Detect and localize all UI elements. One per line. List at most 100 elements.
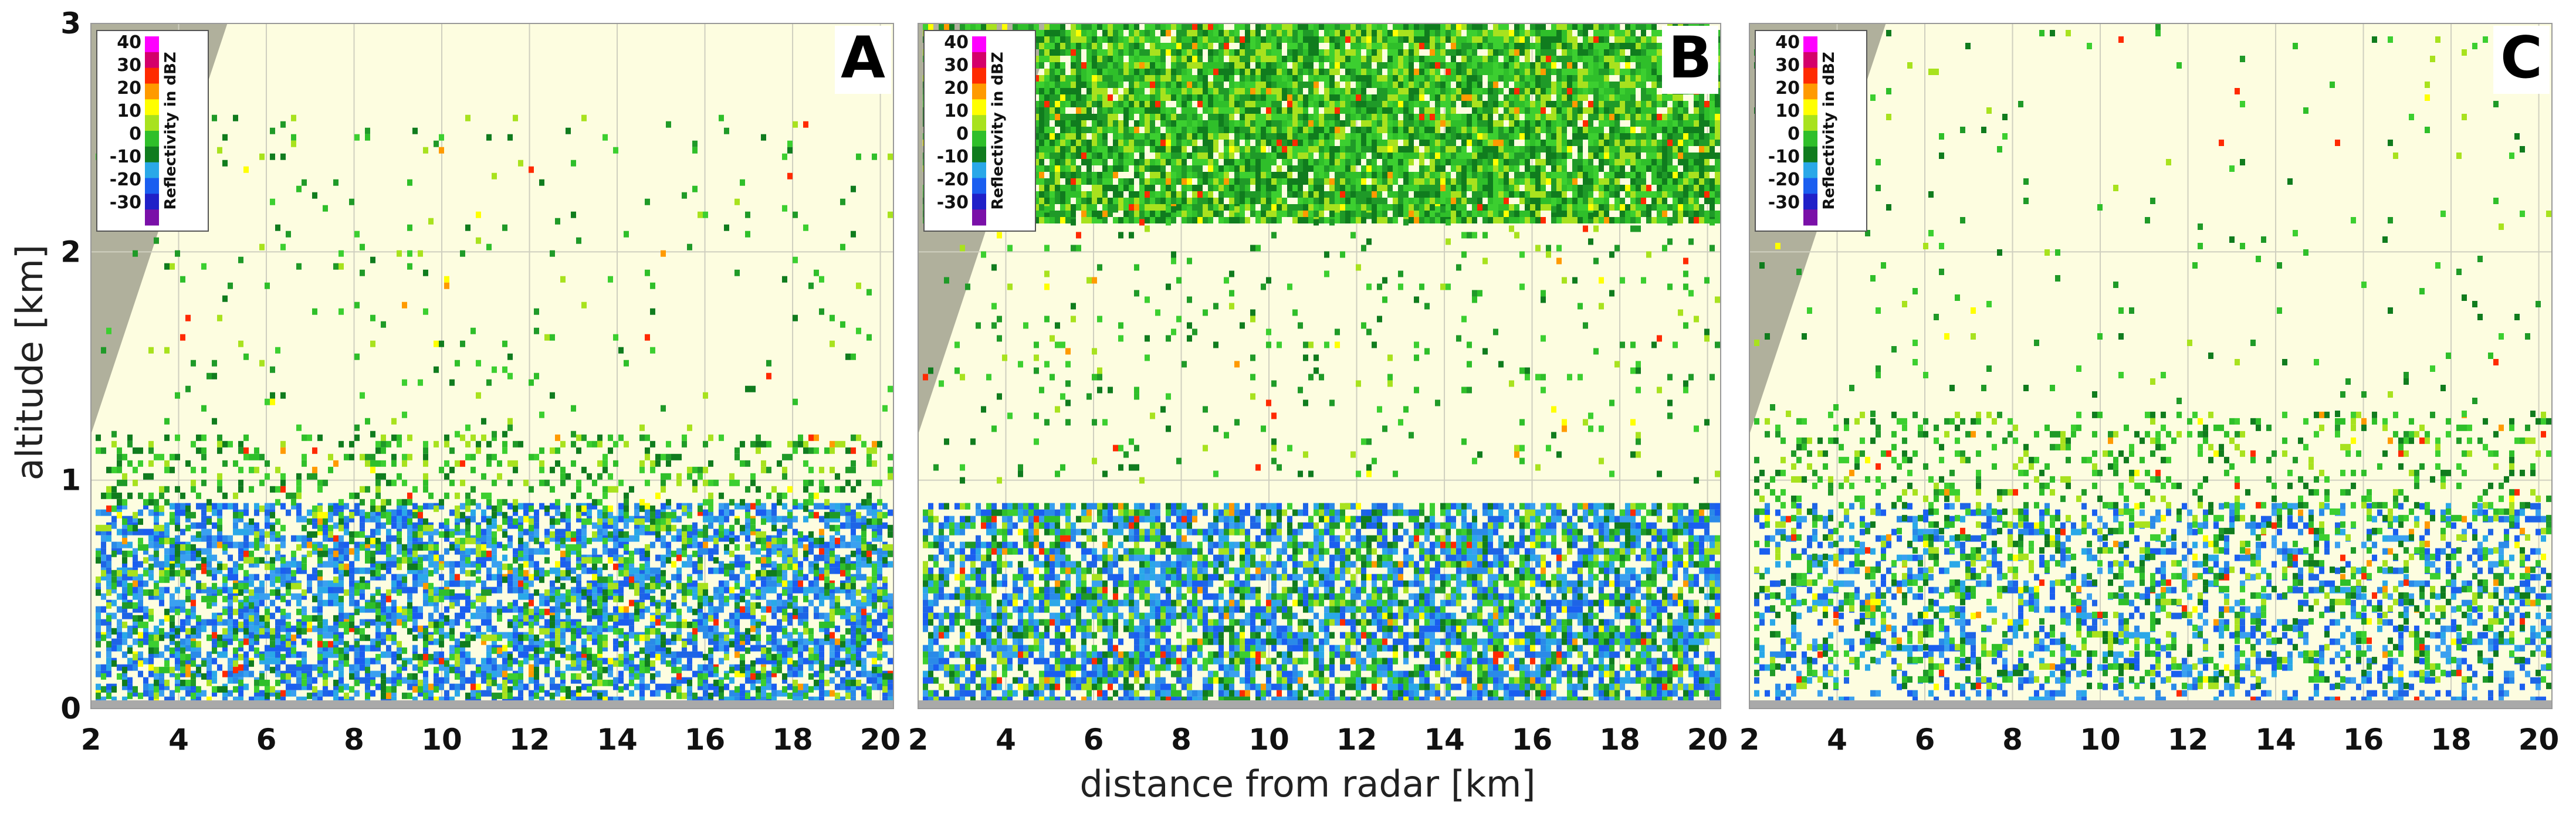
colorbar-swatch (1803, 178, 1817, 194)
colorbar-tick-label: -20 (937, 170, 969, 190)
x-tick-label: 8 (1171, 723, 1191, 757)
colorbar-swatch (145, 99, 159, 116)
panel-letter: B (1668, 25, 1712, 92)
echo-layer-green (923, 503, 1720, 703)
x-tick-label: 14 (597, 723, 638, 757)
x-axis-label: distance from radar [km] (1079, 763, 1535, 805)
panel-letter: A (841, 25, 885, 92)
x-tick-label: 16 (1512, 723, 1553, 757)
x-tick-label: 10 (421, 723, 462, 757)
y-tick-label: 1 (60, 463, 81, 497)
panel-letter: C (2500, 25, 2543, 92)
colorbar-tick-label: -10 (937, 147, 969, 167)
ground-strip (918, 700, 1721, 709)
echo-layer-green (96, 114, 893, 438)
x-tick-label: 6 (256, 723, 277, 757)
colorbar-swatch (1803, 209, 1817, 226)
colorbar-swatch (972, 52, 986, 69)
x-tick-label: 10 (1248, 723, 1289, 757)
colorbar-swatch (972, 36, 986, 53)
colorbar-swatch (1803, 99, 1817, 116)
colorbar-swatch (1803, 162, 1817, 178)
colorbar-tick-label: 30 (117, 55, 141, 76)
colorbar-tick-label: -30 (937, 192, 969, 213)
colorbar-tick-label: -10 (1768, 147, 1800, 167)
colorbar-swatch (145, 146, 159, 163)
colorbar-swatch (972, 194, 986, 210)
x-tick-label: 14 (2255, 723, 2296, 757)
colorbar-swatch (1803, 146, 1817, 163)
x-tick-label: 12 (1336, 723, 1377, 757)
echo-layer-green (96, 434, 893, 699)
x-tick-label: 14 (1424, 723, 1465, 757)
colorbar-swatch (972, 99, 986, 116)
colorbar-tick-label: -20 (1768, 170, 1800, 190)
colorbar-swatch (972, 178, 986, 194)
colorbar-swatch (972, 146, 986, 163)
colorbar-title: Reflectivity in dBZ (989, 52, 1007, 209)
colorbar-tick-label: -10 (110, 147, 141, 167)
echo-layer-green (923, 206, 1720, 484)
x-tick-label: 12 (509, 723, 550, 757)
colorbar-tick-label: 10 (117, 101, 141, 121)
echo-layer-green (923, 23, 1720, 223)
colorbar-swatch (972, 209, 986, 226)
x-tick-label: 20 (1687, 723, 1728, 757)
echo-layer-green (1754, 23, 2551, 417)
colorbar-swatch (145, 209, 159, 226)
colorbar-swatch (145, 194, 159, 210)
colorbar-swatch (145, 83, 159, 100)
x-tick-label: 8 (2002, 723, 2023, 757)
colorbar-tick-label: 0 (1788, 124, 1800, 144)
y-axis-label: altitude [km] (8, 245, 51, 480)
x-tick-label: 18 (2431, 723, 2472, 757)
colorbar-tick-label: 20 (117, 78, 141, 99)
colorbar-swatch (1803, 83, 1817, 100)
plot-frame (1749, 23, 2553, 709)
colorbar-swatch (1803, 36, 1817, 53)
plot-frame (90, 23, 894, 709)
y-tick-label: 0 (60, 692, 81, 726)
colorbar-tick-label: -30 (110, 192, 141, 213)
colorbar-tick-label: -20 (110, 170, 141, 190)
x-tick-label: 2 (908, 723, 929, 757)
panel-letter-box (1662, 26, 1718, 94)
colorbar-tick-label: 20 (944, 78, 969, 99)
echo-layer-blue (1754, 503, 2551, 703)
colorbar-swatch (145, 131, 159, 147)
colorbar-swatch (1803, 67, 1817, 84)
colorbar-tick-label: 40 (944, 32, 969, 53)
x-tick-label: 8 (344, 723, 364, 757)
colorbar-tick-label: 30 (1775, 55, 1800, 76)
y-tick-label: 3 (60, 6, 81, 40)
panel-letter-box (2493, 26, 2550, 94)
x-tick-label: 20 (2519, 723, 2560, 757)
plot-frame (918, 23, 1721, 709)
colorbar-swatch (1803, 115, 1817, 131)
ground-strip (1749, 700, 2552, 709)
colorbar-swatch (972, 67, 986, 84)
colorbar-swatch (145, 52, 159, 69)
colorbar-swatch (145, 67, 159, 84)
x-tick-label: 2 (81, 723, 101, 757)
colorbar-swatch (972, 162, 986, 178)
colorbar-swatch (972, 83, 986, 100)
ground-strip (91, 700, 893, 709)
x-tick-label: 6 (1915, 723, 1935, 757)
x-tick-label: 18 (1599, 723, 1640, 757)
colorbar-tick-label: 40 (117, 32, 141, 53)
colorbar-tick-label: 0 (956, 124, 969, 144)
y-tick-label: 2 (60, 235, 81, 269)
x-tick-label: 2 (1739, 723, 1760, 757)
colorbar-swatch (145, 162, 159, 178)
colorbar-tick-label: 30 (944, 55, 969, 76)
panel-letter-box (835, 26, 891, 94)
